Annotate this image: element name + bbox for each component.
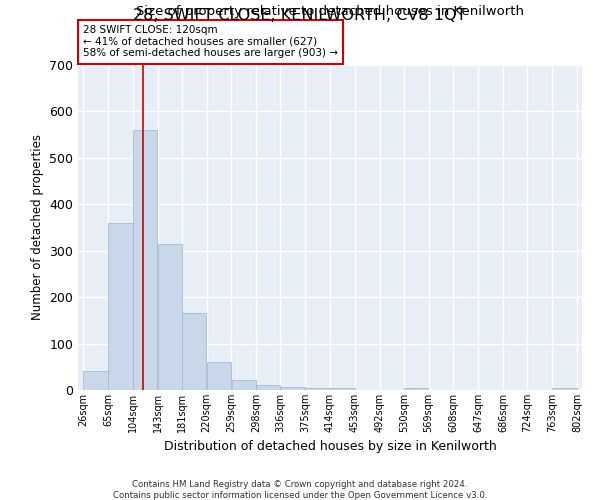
Bar xyxy=(404,388,428,390)
Y-axis label: Number of detached properties: Number of detached properties xyxy=(31,134,44,320)
Bar xyxy=(182,314,206,390)
Text: Contains HM Land Registry data © Crown copyright and database right 2024.
Contai: Contains HM Land Registry data © Crown c… xyxy=(113,480,487,500)
Title: Size of property relative to detached houses in Kenilworth: Size of property relative to detached ho… xyxy=(136,5,524,18)
X-axis label: Distribution of detached houses by size in Kenilworth: Distribution of detached houses by size … xyxy=(164,440,496,454)
Bar xyxy=(281,387,305,390)
Bar xyxy=(232,380,256,390)
Text: 28, SWIFT CLOSE, KENILWORTH, CV8 1QT: 28, SWIFT CLOSE, KENILWORTH, CV8 1QT xyxy=(133,8,467,22)
Bar xyxy=(108,223,133,390)
Bar xyxy=(552,388,577,390)
Bar xyxy=(256,386,280,390)
Text: 28 SWIFT CLOSE: 120sqm
← 41% of detached houses are smaller (627)
58% of semi-de: 28 SWIFT CLOSE: 120sqm ← 41% of detached… xyxy=(83,26,338,58)
Bar xyxy=(158,244,182,390)
Bar xyxy=(207,362,231,390)
Bar xyxy=(133,130,157,390)
Bar xyxy=(330,388,355,390)
Bar xyxy=(83,372,108,390)
Bar xyxy=(305,388,330,390)
